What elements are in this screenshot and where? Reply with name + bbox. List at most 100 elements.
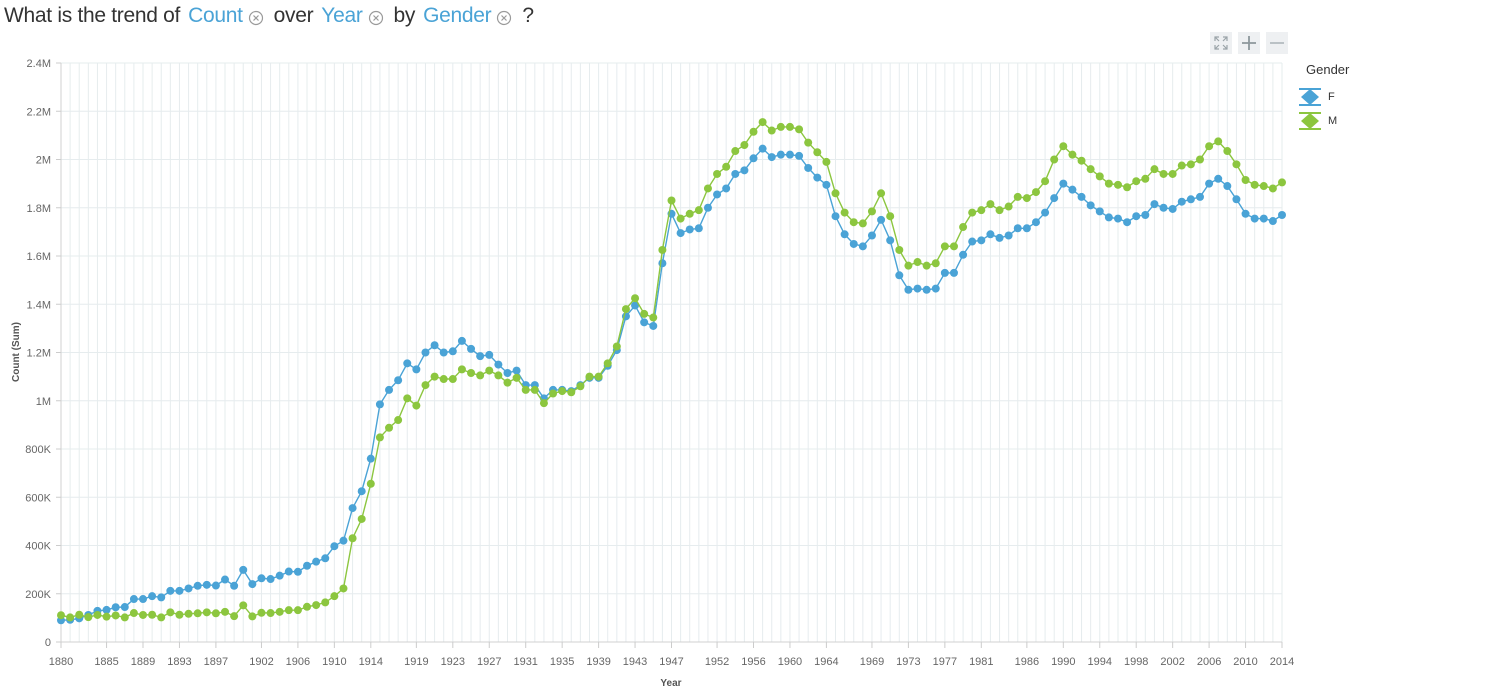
data-point-f [412,365,421,374]
data-point-m [230,612,239,621]
data-point-m [558,387,567,396]
data-point-m [485,366,494,375]
data-point-f [740,166,749,175]
data-point-f [649,321,658,330]
data-point-m [1104,179,1113,188]
data-point-m [175,610,184,619]
data-point-f [211,581,220,590]
data-point-m [521,385,530,394]
data-point-m [986,200,995,209]
data-point-f [1223,182,1232,191]
data-point-m [385,423,394,432]
data-point-f [1259,214,1268,223]
data-point-f [1205,179,1214,188]
data-point-m [922,261,931,270]
data-point-m [694,206,703,215]
data-point-m [193,609,202,618]
data-point-m [93,610,102,619]
data-point-f [795,151,804,160]
data-point-f [968,237,977,246]
data-point-f [1095,207,1104,216]
data-point-f [503,369,512,378]
data-point-f [111,603,120,612]
group-token[interactable]: Gender [423,4,492,27]
expand-icon[interactable] [1210,32,1232,54]
data-point-m [530,385,539,394]
data-point-f [694,224,703,233]
dimension-token[interactable]: Year [321,4,363,27]
data-point-m [330,592,339,601]
data-point-f [840,230,849,239]
data-point-f [184,584,193,593]
data-point-m [676,214,685,223]
data-point-m [403,394,412,403]
remove-measure-icon[interactable] [248,8,264,26]
data-point-m [111,611,120,620]
data-point-f [676,229,685,238]
data-point-m [804,138,813,147]
data-point-m [785,122,794,131]
data-point-m [940,242,949,251]
data-point-f [321,554,330,563]
data-point-f [1113,214,1122,223]
x-tick-label: 1910 [322,656,346,668]
data-point-f [986,230,995,239]
legend-item-f[interactable]: F [1298,85,1349,109]
x-tick-label: 1927 [477,656,501,668]
data-point-m [703,184,712,193]
data-point-f [166,586,175,595]
data-point-f [275,571,284,580]
data-point-m [822,157,831,166]
legend: Gender F M [1298,62,1349,133]
data-point-f [904,285,913,294]
legend-item-m[interactable]: M [1298,109,1349,133]
zoom-in-icon[interactable] [1238,32,1260,54]
data-point-m [813,148,822,157]
x-tick-label: 1893 [167,656,191,668]
data-point-f [357,487,366,496]
x-tick-label: 1919 [404,656,428,668]
data-point-f [375,400,384,409]
measure-token[interactable]: Count [188,4,243,27]
x-tick-label: 1935 [550,656,574,668]
x-tick-label: 1939 [586,656,610,668]
data-point-m [1077,156,1086,165]
data-point-m [1150,165,1159,174]
data-point-f [102,605,111,614]
x-axis-title: Year [660,678,681,689]
data-point-m [1123,183,1132,192]
data-point-f [157,593,166,602]
data-point-m [968,208,977,217]
data-point-m [904,261,913,270]
data-point-m [221,607,230,616]
data-point-m [722,162,731,171]
data-point-m [886,212,895,221]
data-point-f [120,603,129,612]
data-point-m [1259,182,1268,191]
data-point-f [403,359,412,368]
data-point-m [1205,142,1214,151]
y-tick-label: 1.4M [27,299,51,311]
x-tick-label: 1889 [131,656,155,668]
data-point-f [813,173,822,182]
y-tick-label: 2.4M [27,58,51,70]
data-point-m [266,609,275,618]
data-point-m [776,122,785,131]
data-point-m [749,127,758,136]
x-tick-label: 1973 [896,656,920,668]
y-tick-label: 0 [45,637,51,649]
data-point-m [139,610,148,619]
y-tick-label: 1.6M [27,251,51,263]
data-point-m [995,206,1004,215]
data-point-f [749,154,758,163]
zoom-out-icon[interactable] [1266,32,1288,54]
data-point-m [166,608,175,617]
data-point-m [567,388,576,397]
data-point-m [75,610,84,619]
remove-group-icon[interactable] [496,8,512,26]
remove-dimension-icon[interactable] [368,8,384,26]
data-point-f [1177,197,1186,206]
data-point-f [339,536,348,545]
data-point-f [640,318,649,327]
data-point-m [1050,155,1059,164]
